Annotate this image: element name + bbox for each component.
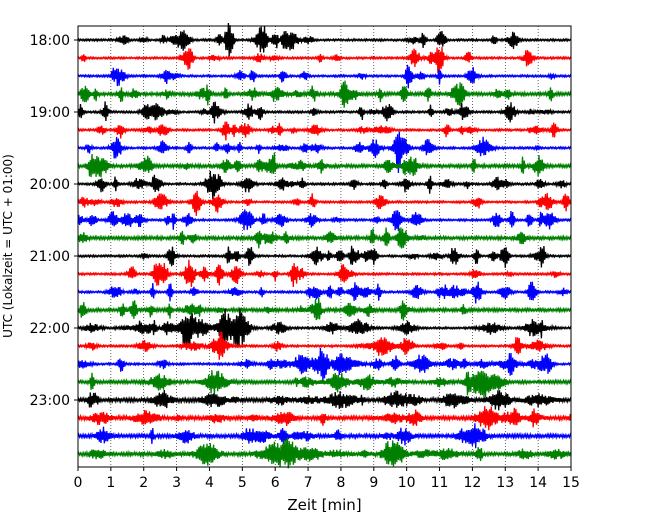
- x-tick-label: 1: [106, 475, 115, 491]
- trace-line: [77, 131, 572, 174]
- x-tick-label: 9: [369, 475, 378, 491]
- trace-line: [77, 152, 572, 178]
- x-tick-label: 13: [496, 475, 514, 491]
- x-tick-label: 6: [271, 475, 280, 491]
- x-tick-label: 12: [463, 475, 481, 491]
- trace-line: [77, 190, 572, 216]
- y-tick-label: 19:00: [30, 105, 70, 121]
- y-tick-label: 23:00: [30, 393, 70, 409]
- x-tick-label: 11: [431, 475, 449, 491]
- x-tick-label: 2: [139, 475, 148, 491]
- y-tick-label: 18:00: [30, 33, 70, 49]
- trace-line: [77, 297, 572, 321]
- trace-line: [77, 389, 572, 411]
- x-tick-label: 8: [336, 475, 345, 491]
- x-axis-label: Zeit [min]: [287, 496, 361, 514]
- y-axis: 18:00 19:00 20:00 21:00 22:00 23:00: [30, 33, 78, 409]
- trace-line: [77, 281, 572, 304]
- x-tick-label: 3: [172, 475, 181, 491]
- y-tick-label: 22:00: [30, 321, 70, 337]
- trace-line: [77, 121, 572, 141]
- trace-line: [77, 423, 572, 449]
- x-tick-label: 14: [529, 475, 547, 491]
- trace-line: [77, 46, 572, 73]
- x-axis: 0 1 2 3 4 5 6 7 8 9 10 11 12 13 14 15: [74, 467, 580, 491]
- trace-line: [77, 170, 572, 200]
- trace-line: [77, 331, 572, 360]
- trace-line: [77, 245, 572, 268]
- trace-line: [77, 437, 572, 469]
- trace-line: [77, 209, 572, 232]
- y-tick-label: 20:00: [30, 177, 70, 193]
- trace-line: [77, 308, 572, 348]
- x-tick-label: 5: [238, 475, 247, 491]
- x-tick-label: 4: [205, 475, 214, 491]
- trace-line: [77, 101, 572, 124]
- trace-line: [77, 370, 572, 398]
- x-tick-label: 0: [74, 475, 83, 491]
- trace-line: [77, 406, 572, 431]
- trace-line: [77, 64, 572, 89]
- y-axis-label: UTC (Lokalzeit = UTC + 01:00): [1, 154, 15, 338]
- plot-frame: [77, 25, 572, 468]
- trace-line: [77, 22, 572, 57]
- trace-line: [77, 227, 572, 249]
- y-tick-label: 21:00: [30, 249, 70, 265]
- trace-line: [77, 80, 572, 108]
- trace-line: [77, 347, 572, 382]
- x-tick-label: 10: [398, 475, 416, 491]
- trace-group: [77, 22, 572, 469]
- x-tick-label: 15: [562, 475, 580, 491]
- trace-line: [77, 259, 572, 288]
- x-tick-label: 7: [304, 475, 313, 491]
